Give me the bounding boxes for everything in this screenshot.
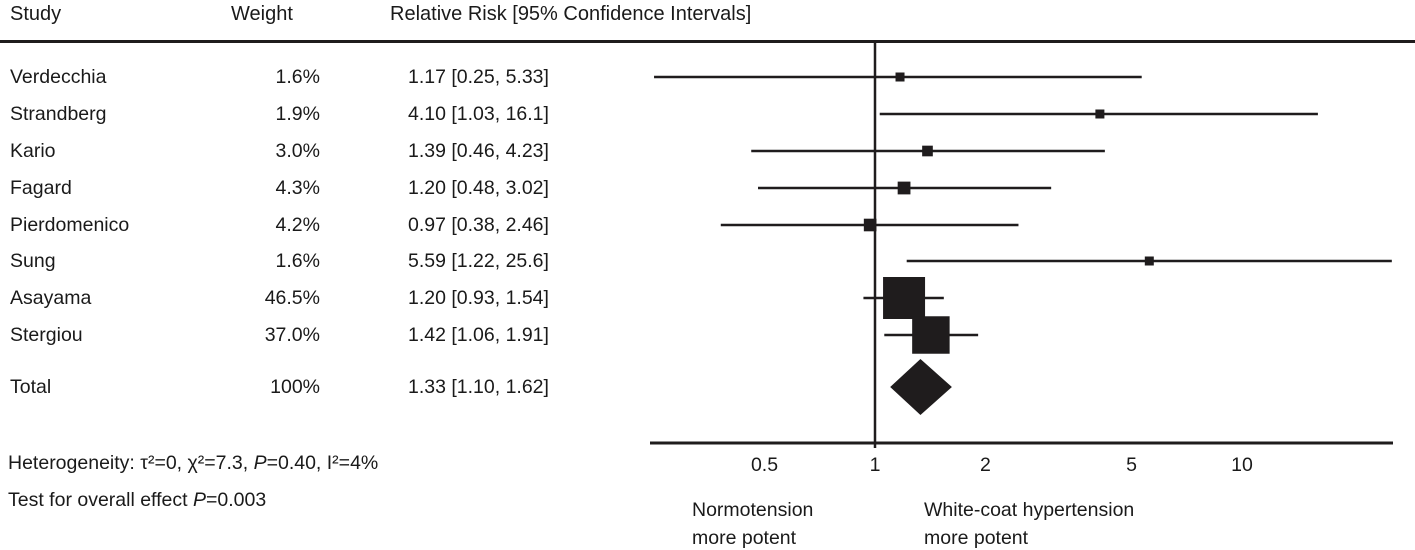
study-weight: 37.0% [264,324,320,346]
study-rr-ci: 5.59 [1.22, 25.6] [408,250,549,272]
study-rr-ci: 0.97 [0.38, 2.46] [408,214,549,236]
x-axis-tick-label: 0.5 [751,454,778,476]
overall-effect-test: Test for overall effect P=0.003 [8,489,267,511]
study-weight: 1.6% [275,250,320,272]
study-weight: 4.3% [275,177,320,199]
point-estimate-marker [922,145,933,157]
x-axis-tick-label: 5 [1126,454,1137,476]
point-estimate-marker [1095,109,1105,119]
study-weight: 3.0% [275,140,320,162]
column-header-weight: Weight [231,3,293,25]
study-name: Stergiou [10,324,83,346]
study-rr-ci: 1.20 [0.48, 3.02] [408,177,549,199]
point-estimate-marker [1144,256,1154,266]
italic-p: P [253,452,267,474]
x-axis-tick-label: 1 [870,454,881,476]
study-rr-ci: 1.20 [0.93, 1.54] [408,287,549,309]
study-name: Sung [10,250,56,272]
study-rr-ci: 1.39 [0.46, 4.23] [408,140,549,162]
study-name: Pierdomenico [10,214,130,236]
italic-p: P [192,489,206,511]
point-estimate-marker [883,277,926,319]
axis-label-normotension: Normotension more potent [692,499,814,549]
study-name: Fagard [10,177,72,199]
point-estimate-marker [897,181,911,195]
study-name: Verdecchia [10,66,107,88]
point-estimate-marker [863,218,877,232]
x-axis-tick-label: 10 [1231,454,1253,476]
point-estimate-marker [895,72,905,82]
study-weight: 46.5% [264,287,320,309]
summary-diamond [890,359,952,415]
study-weight: 4.2% [275,214,320,236]
study-name: Strandberg [10,103,107,125]
study-name: Asayama [10,287,92,309]
study-rr-ci: 4.10 [1.03, 16.1] [408,103,549,125]
x-axis-tick-label: 2 [980,454,991,476]
total-row-label: Total [10,376,52,398]
column-header-study: Study [10,3,62,25]
study-rr-ci: 1.17 [0.25, 5.33] [408,66,549,88]
heterogeneity-stats: Heterogeneity: τ²=0, χ²=7.3, P=0.40, I²=… [8,452,379,474]
total-row-rr-ci: 1.33 [1.10, 1.62] [408,376,549,398]
study-rr-ci: 1.42 [1.06, 1.91] [408,324,549,346]
study-name: Kario [10,140,56,162]
study-weight: 1.9% [275,103,320,125]
column-header-relative-risk: Relative Risk [95% Confidence Intervals] [390,3,752,25]
axis-label-white-coat-hypertension: White-coat hypertension more potent [924,499,1135,549]
study-weight: 1.6% [275,66,320,88]
total-row-weight: 100% [270,376,320,398]
point-estimate-marker [912,316,950,354]
